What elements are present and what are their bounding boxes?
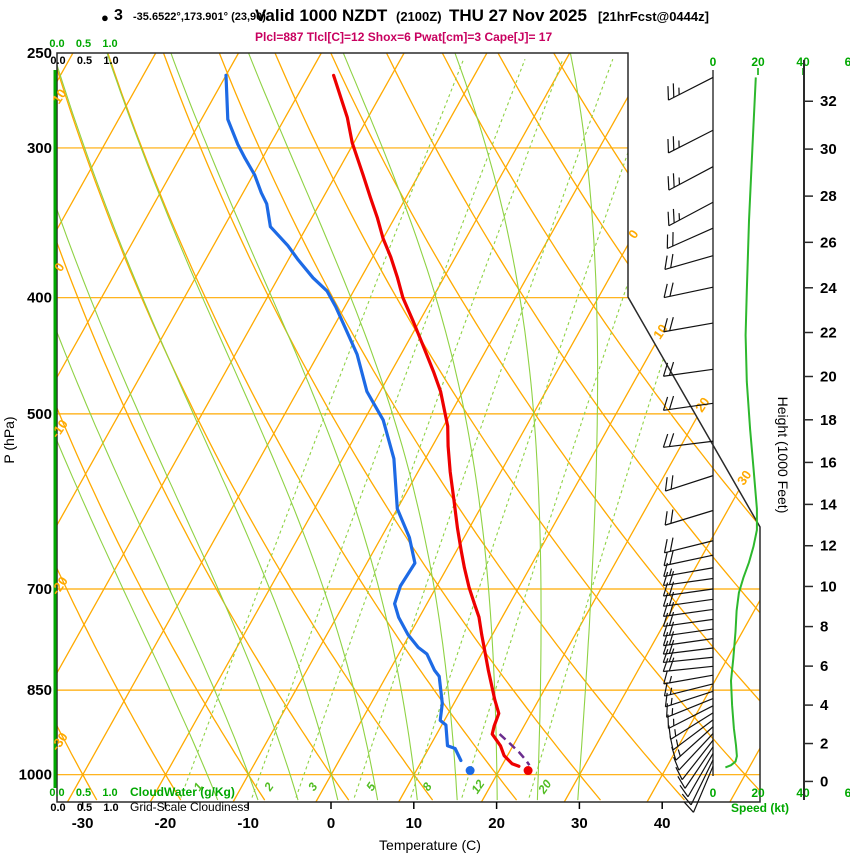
svg-text:16: 16	[820, 454, 837, 471]
svg-text:26: 26	[820, 234, 837, 251]
svg-text:0: 0	[820, 773, 828, 790]
svg-text:0.5: 0.5	[76, 38, 91, 50]
station-number: 3	[114, 7, 123, 24]
svg-text:700: 700	[27, 581, 52, 598]
svg-text:400: 400	[27, 290, 52, 307]
plot-border	[56, 52, 761, 803]
svg-text:-10: -10	[237, 815, 259, 832]
station-coordinates: -35.6522°,173.901° (23,90)	[133, 11, 266, 23]
svg-text:0.0: 0.0	[49, 38, 64, 50]
svg-text:14: 14	[820, 496, 837, 513]
mixing-ratio-lines	[180, 58, 760, 798]
svg-text:12: 12	[820, 538, 837, 555]
svg-text:20: 20	[488, 815, 505, 832]
svg-text:500: 500	[27, 406, 52, 423]
svg-text:1000: 1000	[19, 767, 52, 784]
wind-barbs	[662, 70, 714, 813]
cloudwater-scale-title: CloudWater (g/Kg)	[130, 785, 235, 799]
svg-text:300: 300	[27, 140, 52, 157]
svg-text:1.0: 1.0	[103, 802, 118, 814]
dewpoint-profile	[224, 73, 463, 763]
svg-text:1.0: 1.0	[103, 55, 118, 67]
svg-text:32: 32	[820, 93, 837, 110]
valid-zulu-label: (2100Z)	[396, 9, 442, 24]
svg-text:10: 10	[49, 86, 70, 106]
svg-text:0.0: 0.0	[50, 55, 65, 67]
background-lines	[57, 53, 760, 802]
moist-adiabats	[57, 53, 599, 801]
temperature-profile	[332, 73, 521, 768]
cloudiness-scale-title: Grid-Scale Cloudiness	[130, 800, 249, 814]
svg-text:1.0: 1.0	[102, 38, 117, 50]
valid-date-label: THU 27 Nov 2025	[449, 6, 587, 25]
svg-text:-20: -20	[155, 815, 177, 832]
svg-text:20: 20	[751, 786, 765, 800]
svg-text:8: 8	[419, 780, 434, 794]
svg-text:0.5: 0.5	[77, 55, 92, 67]
forecast-info-label: [21hrFcst@0444z]	[598, 9, 709, 24]
pressure-axis-title: P (hPa)	[1, 416, 17, 463]
svg-text:28: 28	[820, 188, 837, 205]
svg-text:-30: -30	[48, 730, 71, 754]
speed-axis-title: Speed (kt)	[731, 801, 789, 815]
svg-text:24: 24	[820, 280, 837, 297]
temperature-axis-title: Temperature (C)	[379, 837, 481, 853]
station-bullet-icon: ●	[101, 10, 109, 25]
svg-text:6: 6	[820, 658, 828, 675]
svg-text:6: 6	[845, 55, 850, 69]
surface-temperature-dot	[523, 766, 533, 776]
temperature-axis: -30 -20 -10 0 10 20 30 40	[72, 802, 671, 832]
svg-text:30: 30	[734, 467, 755, 487]
svg-text:20: 20	[535, 777, 555, 797]
svg-text:20: 20	[820, 369, 837, 386]
pressure-axis-labels: 250 300 400 500 700 850 1000	[19, 45, 52, 784]
svg-text:30: 30	[571, 815, 588, 832]
sounding-parameters-line: Plcl=887 Tlcl[C]=12 Shox=6 Pwat[cm]=3 Ca…	[255, 30, 553, 44]
svg-text:22: 22	[820, 325, 837, 342]
svg-text:10: 10	[405, 815, 422, 832]
svg-text:250: 250	[27, 45, 52, 62]
parcel-path	[498, 733, 531, 766]
svg-text:10: 10	[820, 578, 837, 595]
svg-text:0.5: 0.5	[76, 787, 91, 799]
svg-text:0.5: 0.5	[77, 802, 92, 814]
svg-text:0: 0	[710, 55, 717, 69]
svg-text:18: 18	[820, 412, 837, 429]
svg-text:0: 0	[327, 815, 335, 832]
svg-text:30: 30	[820, 141, 837, 158]
height-axis-title: Height (1000 Feet)	[775, 397, 791, 514]
svg-text:0.0: 0.0	[49, 787, 64, 799]
svg-text:8: 8	[820, 619, 828, 636]
cloud-scales: 0.0 0.0 0.0 0.0 0.5 0.5 0.5 0.5 1.0 1.0 1.0 1.0 Clou…	[49, 38, 249, 814]
svg-text:850: 850	[27, 682, 52, 699]
svg-text:0: 0	[710, 786, 717, 800]
svg-text:1.0: 1.0	[102, 787, 117, 799]
svg-text:0.0: 0.0	[50, 802, 65, 814]
speed-profile	[725, 77, 758, 769]
svg-text:-30: -30	[72, 815, 94, 832]
svg-text:20: 20	[751, 55, 765, 69]
svg-text:2: 2	[261, 780, 277, 795]
svg-text:2: 2	[820, 736, 828, 753]
surface-dewpoint-dot	[465, 766, 475, 776]
svg-text:12: 12	[468, 777, 487, 796]
svg-text:40: 40	[654, 815, 671, 832]
svg-text:3: 3	[305, 780, 320, 794]
svg-text:6: 6	[845, 786, 850, 800]
svg-text:4: 4	[820, 697, 829, 714]
valid-time-label: Valid 1000 NZDT	[255, 6, 388, 25]
dry-adiabats	[57, 53, 760, 801]
pressure-gridlines	[57, 147, 760, 776]
